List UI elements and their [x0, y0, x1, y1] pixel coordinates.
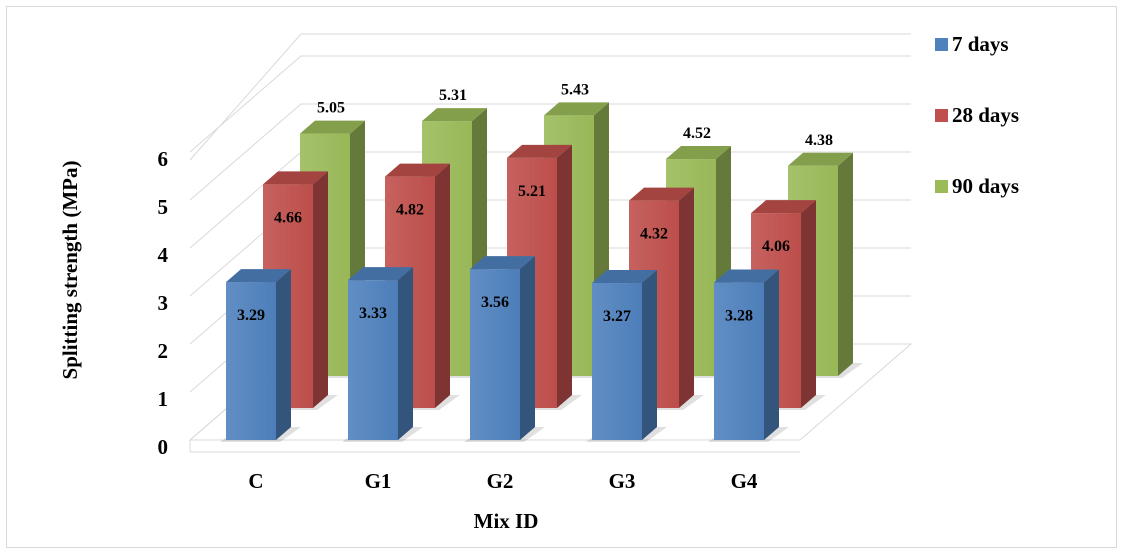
- bar-side: [313, 171, 328, 408]
- bar-front: [348, 280, 398, 440]
- bar: 3.28: [708, 269, 789, 442]
- bar-top: [507, 144, 572, 158]
- y-tick-label: 1: [158, 387, 169, 411]
- legend-item: 7 days: [935, 32, 1009, 56]
- bar-side: [276, 269, 291, 440]
- data-label: 4.38: [805, 132, 833, 149]
- bar-top: [714, 269, 779, 283]
- data-label: 3.33: [359, 305, 387, 322]
- bar-side: [435, 163, 450, 408]
- data-label: 4.66: [274, 209, 302, 226]
- bar-top: [348, 267, 413, 281]
- bar-top: [788, 152, 853, 166]
- bar-front: [226, 282, 276, 440]
- gridline: [189, 55, 911, 153]
- data-label: 3.28: [725, 308, 753, 325]
- x-tick-label: G4: [731, 469, 758, 493]
- legend-swatch: [935, 38, 948, 51]
- x-axis-title: Mix ID: [474, 509, 539, 533]
- data-label: 4.32: [640, 226, 668, 243]
- bar: 3.27: [586, 270, 667, 442]
- y-axis-ticks: 0 1 2 3 4 5 6: [158, 147, 169, 459]
- bar: 3.56: [464, 256, 545, 442]
- bar-top: [751, 200, 816, 214]
- legend-swatch: [935, 180, 948, 193]
- data-label: 4.52: [683, 125, 711, 142]
- series-7-days: 3.29 3.33 3.56 3.27 3.28: [220, 256, 789, 442]
- legend-item: 90 days: [935, 174, 1019, 198]
- bar-side: [764, 269, 779, 440]
- bar-side: [801, 200, 816, 408]
- bar-top: [422, 108, 487, 122]
- bar-side: [557, 144, 572, 409]
- bar-side: [398, 267, 413, 440]
- data-label: 5.21: [518, 183, 546, 200]
- bar-top: [544, 102, 609, 116]
- legend-label: 7 days: [952, 32, 1009, 56]
- data-label: 3.27: [603, 308, 631, 325]
- data-label: 5.31: [439, 87, 467, 104]
- gridline: [189, 103, 911, 201]
- x-tick-label: G3: [609, 469, 636, 493]
- y-tick-label: 5: [158, 195, 169, 219]
- bar-top: [592, 270, 657, 284]
- bar-side: [520, 256, 535, 440]
- bar-side: [642, 270, 657, 440]
- y-tick-label: 6: [158, 147, 169, 171]
- bar-top: [666, 146, 731, 160]
- data-label: 3.56: [481, 294, 509, 311]
- legend-item: 28 days: [935, 103, 1019, 127]
- bar: 3.33: [342, 267, 423, 442]
- bar-top: [629, 187, 694, 201]
- x-tick-label: C: [248, 469, 263, 493]
- x-tick-label: G2: [487, 469, 514, 493]
- y-tick-label: 3: [158, 291, 169, 315]
- bar: 3.29: [220, 269, 301, 442]
- bar-top: [226, 269, 291, 283]
- x-tick-label: G1: [365, 469, 392, 493]
- bar-side: [838, 152, 853, 376]
- data-label: 4.06: [762, 238, 790, 255]
- bar-top: [263, 171, 328, 185]
- bar-front: [470, 269, 520, 440]
- data-label: 5.43: [561, 81, 589, 98]
- x-axis-ticks: C G1 G2 G3 G4: [248, 469, 757, 493]
- bars: 5.05 5.31 5.43 4.52 4.38 4.66 4.82 5.21 4.32 4.06…: [220, 81, 863, 442]
- y-axis-title: Splitting strength (MPa): [58, 161, 82, 380]
- data-label: 4.82: [396, 202, 424, 219]
- bar-top: [300, 120, 365, 134]
- bar-front: [592, 283, 642, 440]
- bar-front: [714, 282, 764, 440]
- bar-top: [385, 163, 450, 177]
- data-label: 3.29: [237, 307, 265, 324]
- y-tick-label: 4: [158, 243, 169, 267]
- bar-side: [679, 187, 694, 408]
- data-label: 5.05: [317, 100, 345, 117]
- y-tick-label: 2: [158, 339, 169, 363]
- legend-swatch: [935, 109, 948, 122]
- legend-label: 28 days: [952, 103, 1019, 127]
- y-tick-label: 0: [158, 435, 169, 459]
- legend-label: 90 days: [952, 174, 1019, 198]
- bar-top: [470, 256, 535, 270]
- legend: 7 days 28 days 90 days: [935, 32, 1019, 198]
